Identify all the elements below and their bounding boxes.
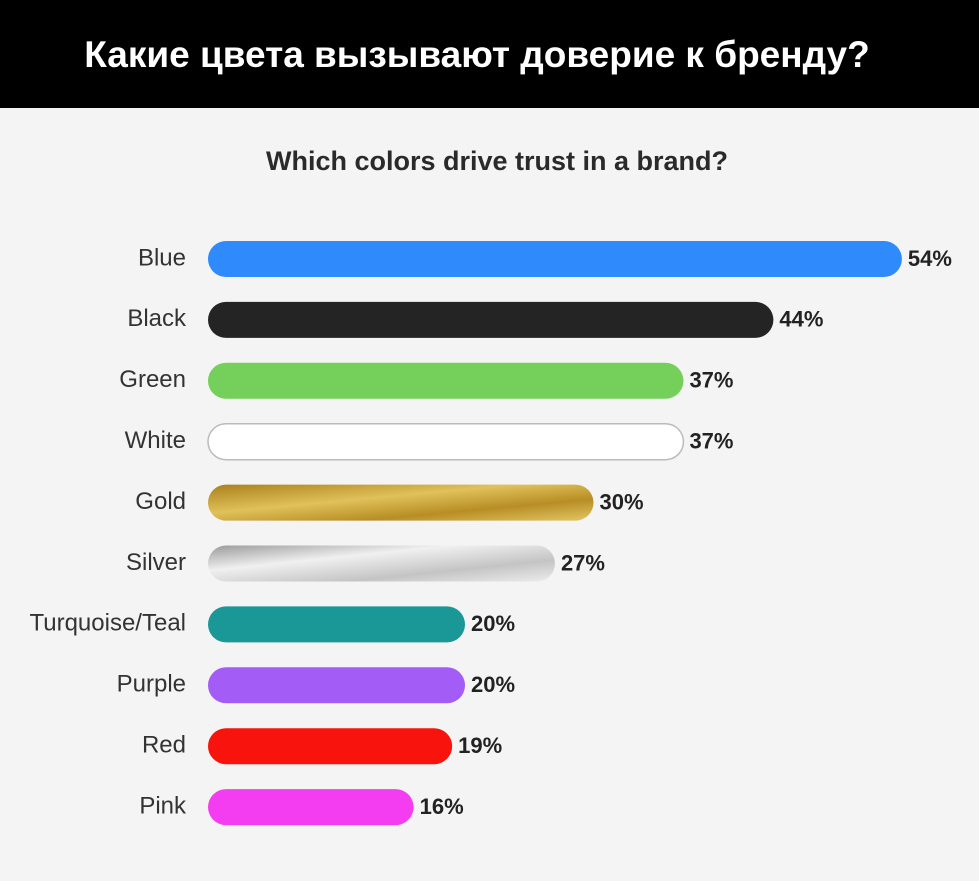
value-label: 37% (689, 368, 733, 393)
bar (208, 789, 414, 826)
category-label: Green (119, 366, 186, 393)
value-label: 27% (561, 550, 605, 575)
value-label: 37% (689, 429, 733, 454)
bar (208, 241, 902, 277)
category-label: Purple (117, 671, 186, 698)
category-label: Silver (126, 549, 186, 576)
category-label: Red (142, 732, 186, 759)
bar (207, 422, 685, 461)
value-label: 16% (420, 794, 464, 819)
value-label: 20% (471, 672, 515, 697)
chart-subtitle: Which colors drive trust in a brand? (266, 146, 728, 176)
header-band (0, 0, 979, 108)
bar (208, 606, 465, 643)
bar (208, 301, 774, 338)
value-label: 30% (600, 489, 644, 514)
category-label: White (125, 427, 186, 454)
bar (208, 728, 453, 765)
value-label: 20% (471, 611, 515, 636)
bar (208, 545, 555, 582)
bar (208, 484, 594, 521)
bar (208, 362, 684, 399)
bar (208, 667, 465, 704)
value-label: 44% (779, 307, 823, 332)
category-label: Turquoise/Teal (29, 610, 186, 637)
category-label: Gold (135, 488, 186, 515)
category-label: Blue (138, 244, 186, 271)
value-label: 19% (458, 733, 502, 758)
header-title: Какие цвета вызывают доверие к бренду? (84, 34, 869, 75)
category-label: Pink (139, 792, 187, 819)
value-label: 54% (908, 246, 952, 271)
category-label: Black (127, 305, 187, 332)
